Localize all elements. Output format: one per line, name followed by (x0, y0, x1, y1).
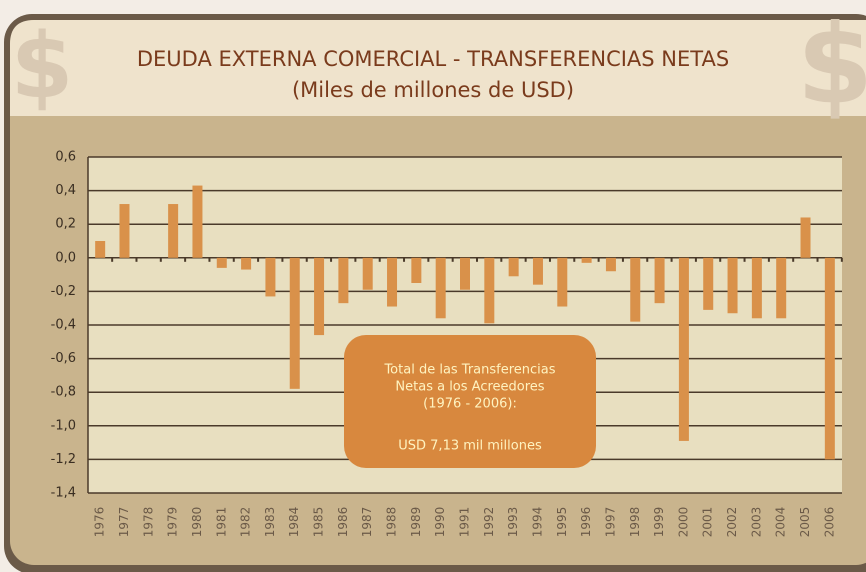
bar (362, 257, 373, 290)
x-tick-label: 1977 (117, 507, 131, 538)
bar (532, 257, 543, 285)
y-tick-label: -1,4 (51, 486, 76, 501)
x-tick-label: 1980 (190, 507, 204, 538)
watermark: $ (797, 0, 866, 128)
bar (95, 241, 106, 258)
bar (824, 257, 835, 460)
bar (338, 257, 349, 304)
bar (484, 257, 495, 324)
x-tick-label: 1978 (141, 507, 155, 538)
bar (630, 257, 641, 322)
chart-subtitle: (Miles de millones de USD) (292, 78, 574, 102)
bar (289, 257, 300, 389)
x-tick-label: 2001 (701, 507, 715, 538)
bar (314, 257, 325, 336)
bar (703, 257, 714, 310)
y-tick-label: -0,2 (51, 284, 76, 299)
x-tick-label: 1988 (385, 507, 399, 538)
annotation-text: (1976 - 2006): (423, 397, 517, 412)
x-tick-label: 1983 (263, 507, 277, 538)
x-tick-label: 2004 (774, 507, 788, 538)
bar (435, 257, 446, 319)
bar (800, 217, 811, 258)
bar (192, 185, 203, 258)
x-tick-label: 1982 (239, 507, 253, 538)
x-tick-label: 1981 (214, 507, 228, 538)
y-tick-label: -1,2 (51, 452, 76, 467)
x-tick-label: 1996 (579, 507, 593, 538)
bar (411, 257, 422, 283)
annotation-box (344, 335, 596, 468)
x-tick-label: 1995 (555, 507, 569, 538)
annotation-text: USD 7,13 mil millones (398, 439, 542, 454)
bar (460, 257, 470, 290)
x-tick-label: 1991 (458, 507, 472, 538)
bar (168, 204, 179, 258)
bar (119, 204, 130, 258)
x-tick-label: 1986 (336, 507, 350, 538)
x-tick-label: 2003 (749, 507, 763, 538)
bar (678, 257, 689, 441)
bar (265, 257, 276, 297)
chart-title: DEUDA EXTERNA COMERCIAL - TRANSFERENCIAS… (137, 47, 729, 71)
bar (751, 257, 762, 319)
y-tick-label: 0,2 (55, 217, 76, 232)
y-tick-label: 0,0 (55, 250, 76, 265)
y-tick-label: -1,0 (51, 418, 76, 433)
x-tick-label: 1992 (482, 507, 496, 538)
y-tick-label: -0,8 (51, 385, 76, 400)
x-tick-label: 2005 (798, 507, 812, 538)
x-tick-label: 1999 (652, 507, 666, 538)
annotation-text: Netas a los Acreedores (395, 380, 544, 395)
bar (776, 257, 787, 319)
x-tick-label: 1997 (603, 507, 617, 538)
y-tick-label: 0,4 (55, 183, 76, 198)
annotation-text: Total de las Transferencias (383, 363, 555, 378)
bar (508, 257, 519, 277)
watermark: $ (11, 14, 74, 119)
y-tick-label: -0,4 (51, 318, 76, 333)
x-tick-label: 1994 (530, 507, 544, 538)
bar (216, 257, 227, 268)
title-band (10, 20, 866, 116)
x-tick-label: 1990 (433, 507, 447, 538)
x-tick-label: 2002 (725, 507, 739, 538)
x-tick-label: 1976 (93, 507, 107, 538)
x-tick-label: 2000 (676, 507, 690, 538)
bar (605, 257, 616, 272)
x-tick-label: 1984 (287, 507, 301, 538)
bar (727, 257, 738, 314)
x-tick-label: 1993 (506, 507, 520, 538)
x-tick-label: 2006 (822, 507, 836, 538)
bar (581, 257, 592, 263)
y-tick-label: -0,6 (51, 351, 76, 366)
x-tick-label: 1985 (312, 507, 326, 538)
bar (241, 257, 252, 270)
y-tick-label: 0,6 (55, 150, 76, 165)
bar (387, 257, 398, 307)
x-tick-label: 1989 (409, 507, 423, 538)
bar (654, 257, 665, 304)
x-tick-label: 1998 (628, 507, 642, 538)
bar (557, 257, 568, 307)
x-tick-label: 1987 (360, 507, 374, 538)
x-tick-label: 1979 (166, 507, 180, 538)
